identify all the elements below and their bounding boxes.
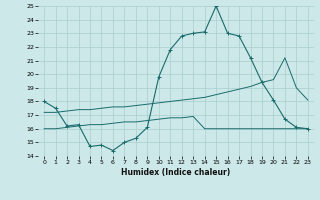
X-axis label: Humidex (Indice chaleur): Humidex (Indice chaleur) bbox=[121, 168, 231, 177]
